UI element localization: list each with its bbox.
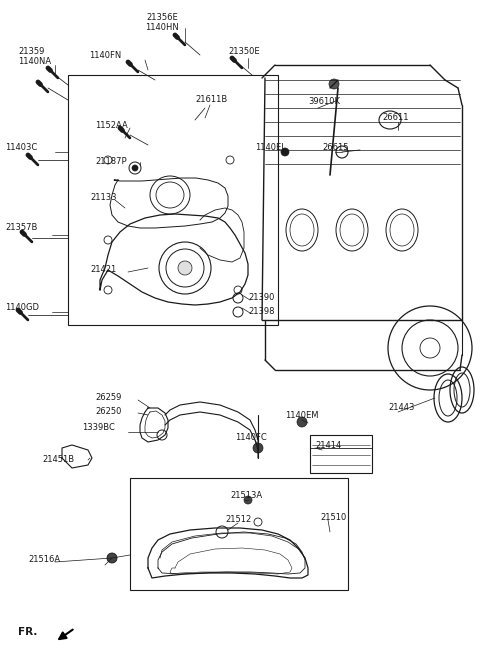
Text: 21451B: 21451B: [42, 455, 74, 465]
Text: 21390: 21390: [248, 294, 275, 302]
Bar: [68, 75, 278, 325]
Text: 26259: 26259: [95, 394, 121, 402]
Text: 21443: 21443: [388, 404, 414, 412]
Text: 1152AA: 1152AA: [95, 121, 128, 129]
Text: 1140FN: 1140FN: [89, 50, 121, 60]
Text: 21414: 21414: [315, 440, 341, 450]
Text: 21359: 21359: [18, 48, 44, 56]
Text: 1140EM: 1140EM: [285, 410, 319, 420]
Text: 21421: 21421: [90, 265, 116, 274]
Circle shape: [253, 443, 263, 453]
Circle shape: [132, 165, 138, 171]
Text: 21398: 21398: [248, 308, 275, 316]
Circle shape: [107, 553, 117, 563]
Bar: [310, 435, 372, 473]
Text: 21510: 21510: [320, 514, 346, 522]
Text: 39610K: 39610K: [308, 97, 340, 107]
Text: 21187P: 21187P: [95, 158, 127, 166]
Circle shape: [244, 496, 252, 504]
Text: 26250: 26250: [95, 408, 121, 416]
Circle shape: [297, 417, 307, 427]
Text: 21133: 21133: [90, 194, 117, 202]
Text: 21516A: 21516A: [28, 556, 60, 564]
Circle shape: [329, 79, 339, 89]
Text: 21356E: 21356E: [146, 13, 178, 23]
Text: 21512: 21512: [225, 516, 251, 524]
Text: 21513A: 21513A: [230, 491, 262, 499]
Text: 21350E: 21350E: [228, 48, 260, 56]
Text: 21611B: 21611B: [195, 95, 227, 105]
Text: 1140FC: 1140FC: [235, 434, 267, 442]
Text: 1140HN: 1140HN: [145, 23, 179, 32]
Text: 26615: 26615: [322, 143, 348, 152]
Circle shape: [281, 148, 289, 156]
Text: 21357B: 21357B: [5, 223, 37, 233]
Text: 11403C: 11403C: [5, 143, 37, 152]
Text: 26611: 26611: [382, 113, 408, 123]
Bar: [130, 478, 348, 590]
Text: 1339BC: 1339BC: [82, 424, 115, 432]
Text: FR.: FR.: [18, 627, 37, 637]
Text: 1140NA: 1140NA: [18, 58, 51, 66]
Ellipse shape: [178, 261, 192, 275]
Text: 1140EJ: 1140EJ: [255, 143, 284, 152]
Text: 1140GD: 1140GD: [5, 304, 39, 312]
